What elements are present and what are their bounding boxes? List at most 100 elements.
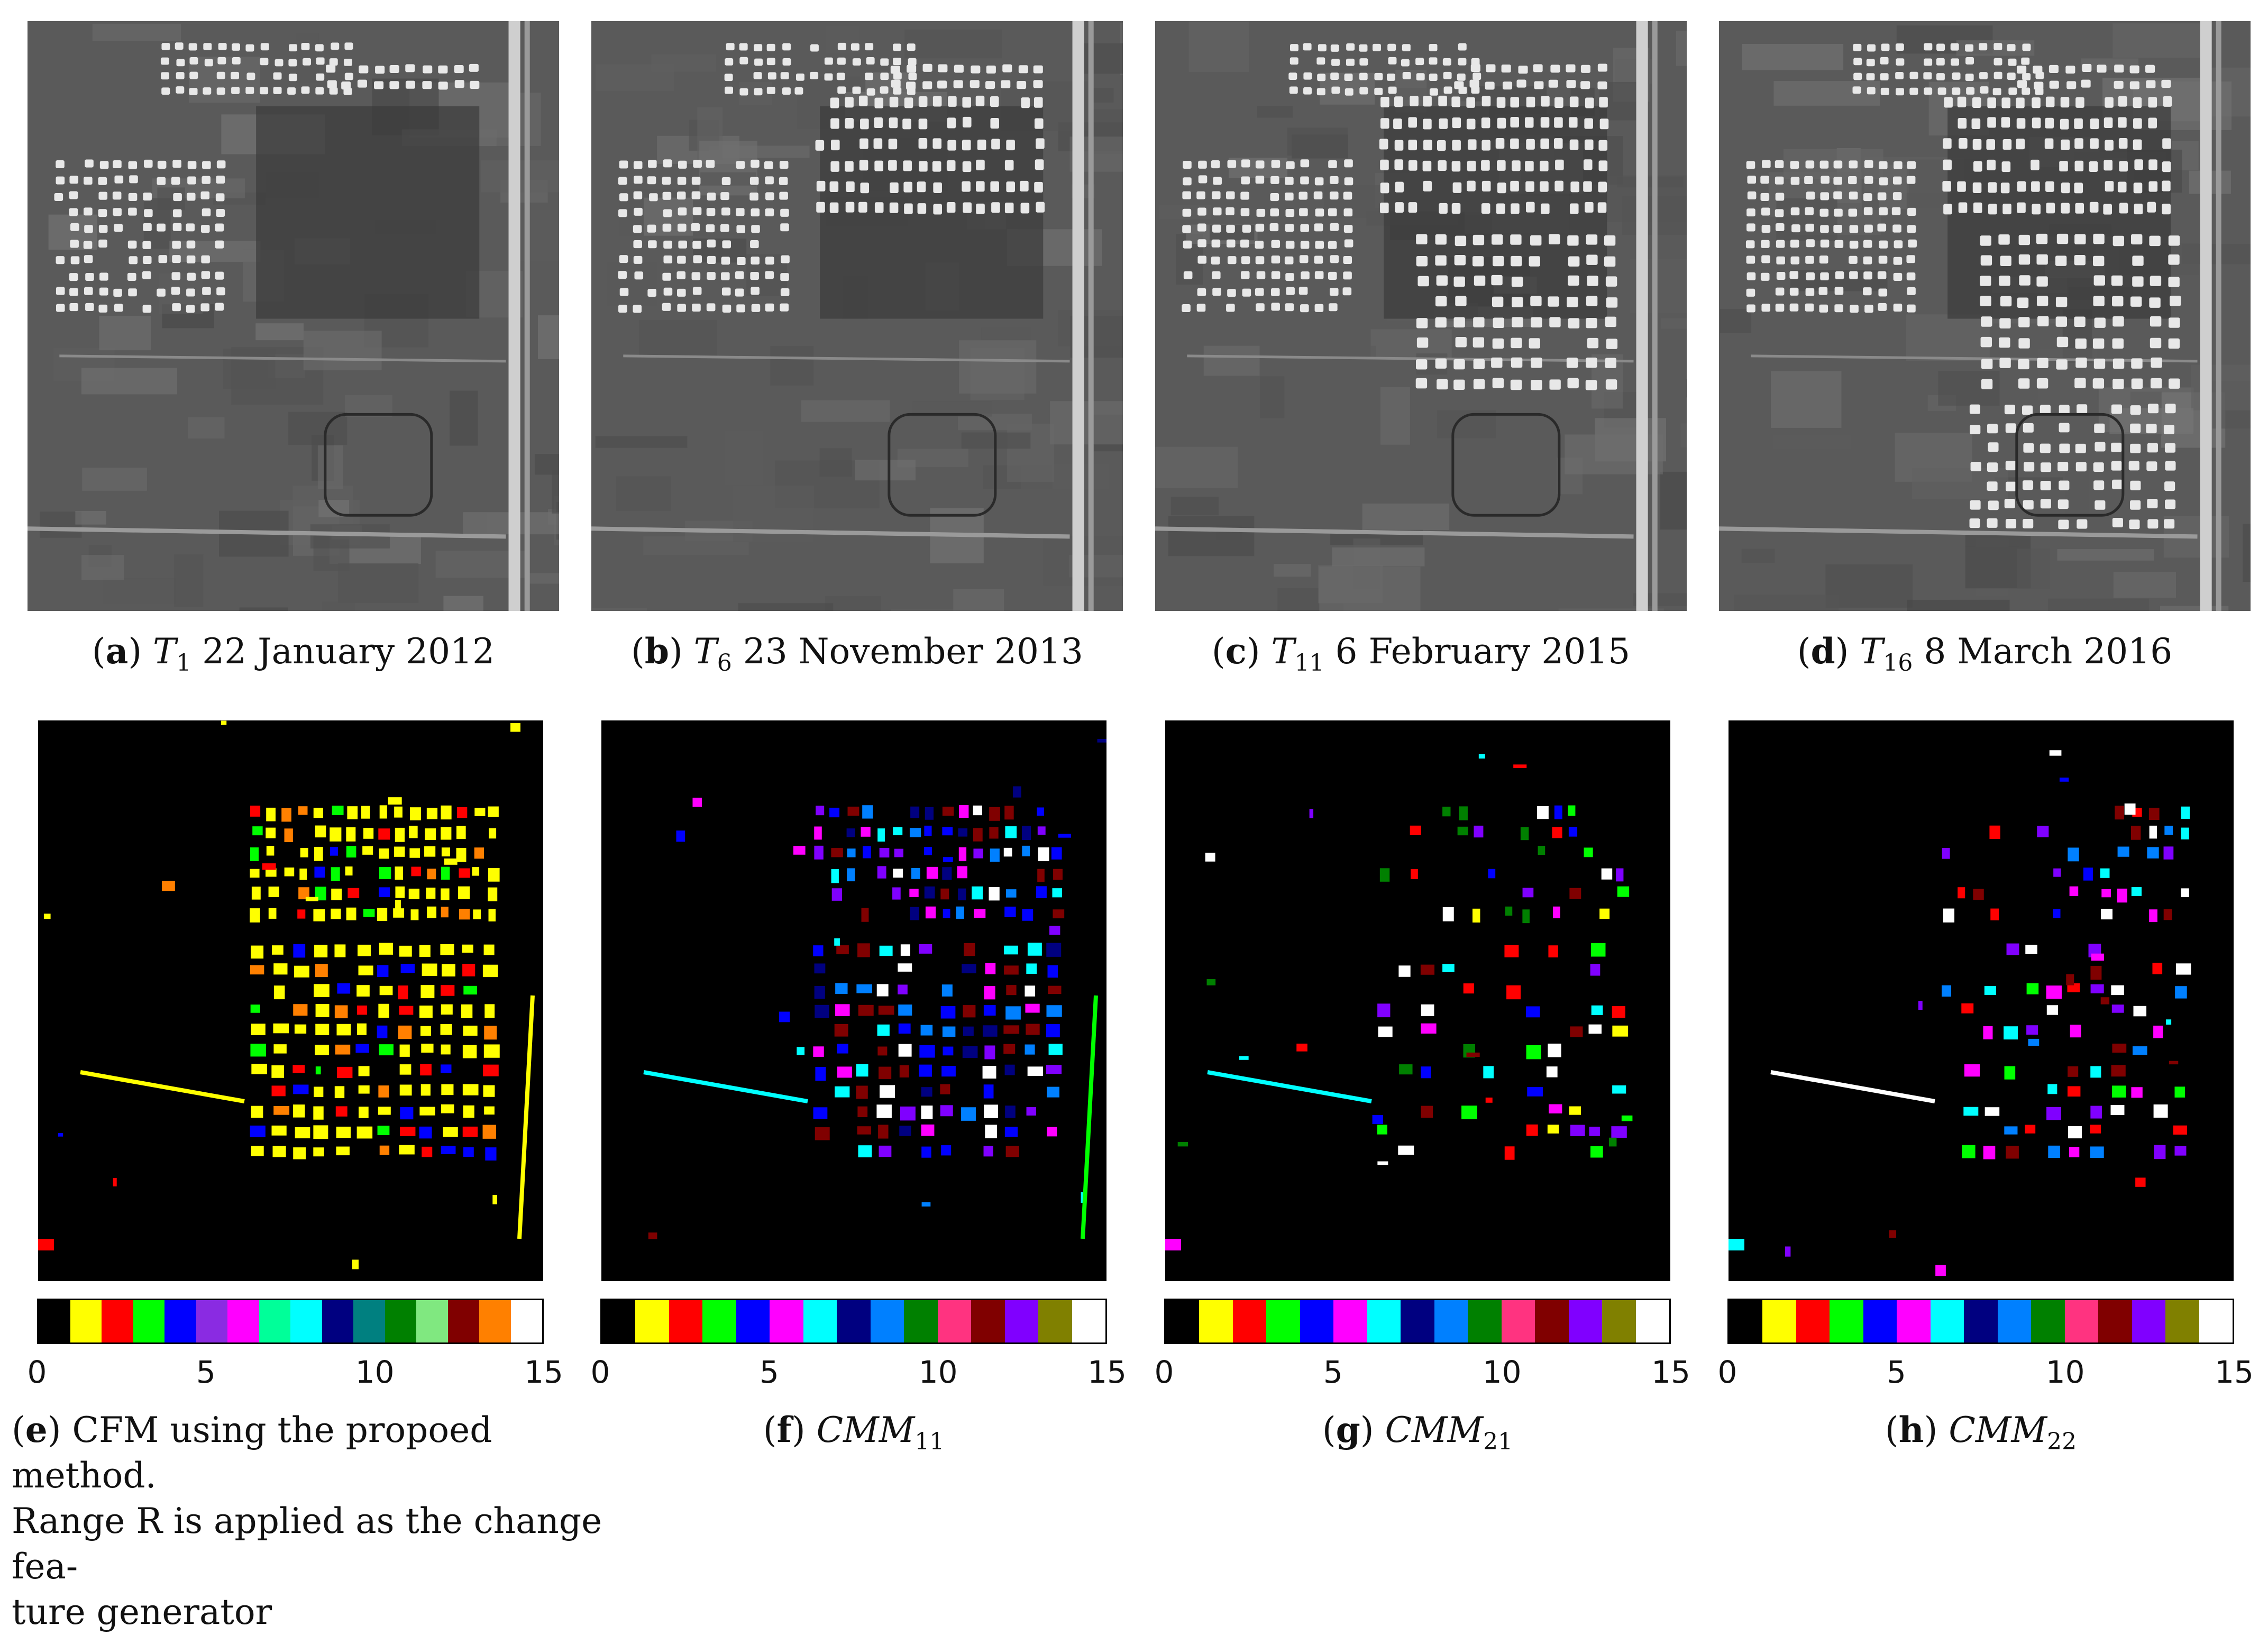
change-pixel-cluster	[922, 1202, 931, 1207]
house	[2094, 424, 2105, 433]
change-pixel-cluster	[266, 808, 276, 821]
change-pixel-cluster	[1025, 985, 1035, 996]
house	[1938, 87, 1946, 95]
house	[750, 240, 759, 248]
house	[1791, 224, 1800, 232]
change-pixel-cluster	[295, 1025, 306, 1034]
house	[1863, 257, 1872, 264]
house	[2165, 461, 2175, 471]
house	[754, 72, 762, 79]
change-pixel-cluster	[2131, 826, 2141, 840]
satellite-image-b	[591, 21, 1123, 611]
house	[1777, 272, 1786, 280]
change-pixel-cluster	[815, 1005, 829, 1018]
house	[1286, 209, 1295, 217]
change-pixel-cluster	[443, 1127, 458, 1137]
house	[1183, 209, 1192, 217]
house	[721, 257, 730, 264]
house	[1006, 140, 1015, 150]
house	[56, 160, 65, 168]
house	[70, 240, 79, 248]
house	[663, 255, 672, 263]
house	[976, 204, 985, 214]
change-pixel-cluster	[420, 985, 434, 998]
change-pixel-cluster	[2091, 984, 2104, 993]
change-pixel-cluster	[2068, 1086, 2080, 1097]
change-pixel-cluster	[398, 1026, 412, 1039]
house	[1864, 305, 1873, 313]
terrain-patch	[450, 391, 478, 446]
change-pixel-cluster	[1013, 787, 1021, 798]
house	[2163, 96, 2172, 107]
house	[2018, 378, 2029, 388]
house	[707, 193, 716, 200]
change-pixel-cluster	[316, 1004, 330, 1017]
change-pixel-cluster	[1046, 943, 1061, 957]
change-pixel-cluster	[1025, 1004, 1039, 1013]
house	[750, 177, 759, 185]
house	[1848, 176, 1857, 184]
house	[1241, 256, 1250, 264]
house	[1452, 161, 1461, 171]
change-pixel-cluster	[356, 985, 370, 997]
house	[2019, 254, 2030, 264]
change-pixel-cluster	[1373, 1115, 1383, 1124]
change-pixel-cluster	[459, 869, 470, 878]
house	[1270, 208, 1279, 216]
house	[676, 271, 685, 279]
change-pixel-cluster	[484, 1004, 495, 1018]
terrain-patch	[596, 436, 688, 448]
house	[2006, 461, 2016, 470]
change-pixel-cluster	[1006, 985, 1016, 995]
house	[874, 161, 883, 171]
house	[1021, 97, 1030, 108]
change-pixel-cluster	[1553, 907, 1560, 918]
house	[1606, 379, 1617, 389]
change-pixel-cluster	[1526, 1045, 1541, 1059]
house	[859, 139, 868, 149]
change-pixel-cluster	[410, 807, 421, 820]
house	[1183, 161, 1192, 169]
house	[902, 118, 911, 129]
colorbar-f	[600, 1299, 1107, 1344]
change-pixel-cluster	[989, 887, 999, 900]
change-pixel-cluster	[877, 866, 886, 878]
house	[722, 240, 731, 248]
change-pixel-cluster	[441, 1064, 451, 1073]
house	[273, 72, 282, 80]
house	[1452, 140, 1461, 151]
change-pixel-cluster	[2028, 1039, 2040, 1046]
house	[1580, 81, 1590, 89]
house	[735, 271, 744, 279]
house	[1212, 225, 1221, 233]
house	[2023, 423, 2034, 433]
change-pixel-cluster	[484, 1044, 500, 1057]
house	[1271, 303, 1280, 310]
change-pixel-cluster	[378, 828, 390, 839]
house	[751, 257, 760, 264]
house	[1531, 317, 1542, 327]
house	[157, 224, 166, 232]
house	[1923, 72, 1932, 79]
house	[1435, 255, 1446, 266]
house	[1481, 140, 1490, 151]
house	[1981, 359, 1992, 369]
house	[2017, 181, 2026, 191]
change-pixel-cluster	[488, 868, 500, 882]
house	[2118, 96, 2127, 107]
terrain-patch	[515, 210, 559, 262]
house	[1540, 181, 1549, 192]
highway	[509, 21, 520, 611]
house	[1290, 57, 1298, 65]
house	[186, 223, 195, 231]
change-pixel-cluster	[298, 806, 308, 815]
house	[1550, 65, 1560, 72]
house	[780, 209, 789, 217]
house	[1554, 97, 1563, 108]
house	[2056, 316, 2067, 326]
tick-label: 5	[1887, 1354, 1906, 1390]
house	[1036, 138, 1045, 149]
change-pixel-cluster	[1048, 965, 1058, 978]
house	[143, 223, 152, 231]
house	[1300, 304, 1309, 312]
